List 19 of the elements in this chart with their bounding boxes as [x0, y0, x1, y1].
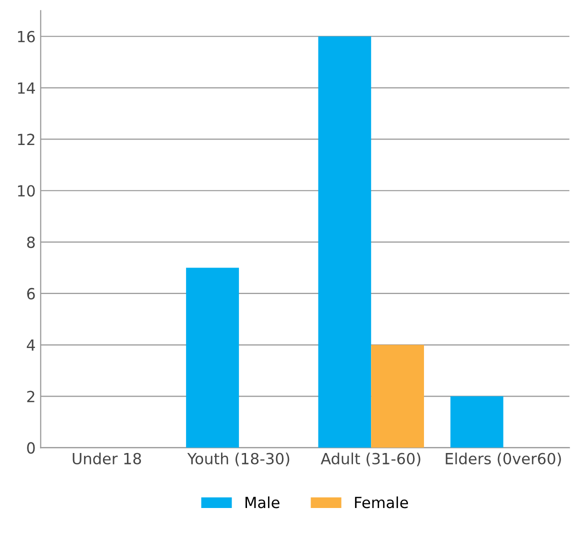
y-tick-label: 12 — [18, 134, 34, 146]
y-tick-label: 8 — [27, 236, 35, 248]
legend-label: Male — [246, 496, 280, 508]
y-tick-label: 10 — [18, 185, 35, 197]
legend-label: Female — [355, 496, 408, 508]
x-tick-label: Elders (0ver60) — [446, 452, 561, 466]
x-tick-label: Adult (31-60) — [320, 452, 420, 466]
x-tick-label: Youth (18-30) — [187, 452, 290, 466]
bar — [371, 344, 424, 448]
y-tick-label: 4 — [26, 340, 35, 351]
bar — [186, 268, 239, 448]
y-tick-label: 0 — [27, 442, 35, 454]
y-tick-label: 14 — [18, 82, 35, 94]
bar — [318, 36, 372, 448]
y-tick-label: 6 — [27, 288, 35, 300]
y-tick-label: 16 — [18, 30, 35, 42]
x-tick-label: Under 18 — [72, 452, 141, 464]
y-tick-label: 2 — [27, 390, 34, 402]
bar — [450, 396, 504, 448]
